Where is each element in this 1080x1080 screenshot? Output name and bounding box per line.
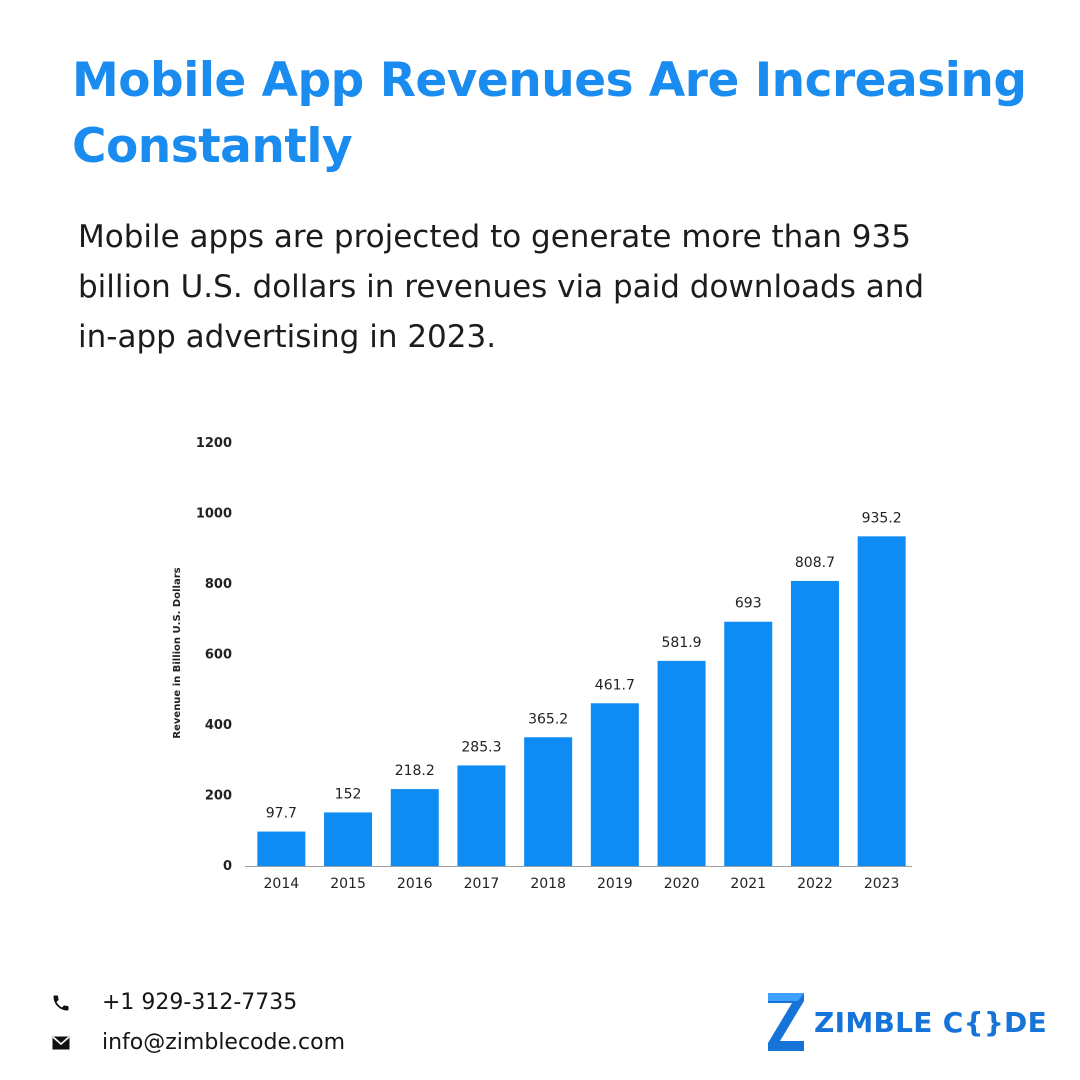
x-tick-label: 2018	[530, 876, 566, 892]
bar-2019	[590, 703, 639, 866]
x-tick-label: 2023	[864, 876, 900, 892]
bar-value-label: 285.3	[461, 739, 501, 755]
envelope-icon	[50, 1032, 72, 1054]
y-axis-ticks: 0 200 400 600 800 1000 1200	[196, 436, 232, 874]
email-address[interactable]: info@zimblecode.com	[102, 1030, 345, 1055]
x-tick-label: 2021	[730, 876, 766, 892]
bar-2021	[724, 621, 773, 866]
y-tick-label: 1200	[196, 436, 232, 451]
email-contact: info@zimblecode.com	[50, 1030, 345, 1055]
y-tick-label: 0	[223, 859, 232, 874]
phone-icon	[50, 992, 72, 1014]
bar-2017	[457, 765, 506, 866]
y-tick-label: 1000	[196, 507, 232, 522]
x-tick-label: 2015	[330, 876, 366, 892]
y-axis-label: Revenue in Billion U.S. Dollars	[172, 567, 183, 738]
phone-number[interactable]: +1 929-312-7735	[102, 990, 298, 1015]
bar-value-label: 808.7	[795, 555, 835, 571]
y-tick-label: 200	[205, 789, 232, 804]
bar-2014	[257, 831, 306, 866]
x-tick-label: 2014	[264, 876, 300, 892]
bar-value-label: 365.2	[528, 711, 568, 727]
zimble-z-logo-icon	[768, 993, 804, 1051]
x-tick-label: 2019	[597, 876, 633, 892]
bar-2020	[657, 660, 706, 866]
x-tick-label: 2020	[664, 876, 700, 892]
y-tick-label: 600	[205, 648, 232, 663]
bar-value-label: 218.2	[395, 763, 435, 779]
page-description: Mobile apps are projected to generate mo…	[78, 219, 925, 355]
bar-value-label: 152	[335, 786, 362, 802]
x-tick-label: 2017	[464, 876, 500, 892]
bar-2018	[524, 737, 573, 866]
bar-2016	[390, 789, 439, 866]
page-title: Mobile App Revenues Are Increasing Const…	[72, 53, 1027, 174]
bar-value-label: 935.2	[862, 510, 902, 526]
bar-2023	[857, 536, 906, 866]
bar-value-label: 693	[735, 596, 762, 612]
y-tick-label: 800	[205, 577, 232, 592]
value-labels: 97.7 152 218.2 285.3 365.2 461.7 581.9 693 808.7…	[266, 510, 902, 821]
bars	[257, 536, 906, 866]
bar-value-label: 461.7	[595, 677, 635, 693]
bar-value-label: 581.9	[662, 635, 702, 651]
phone-contact: +1 929-312-7735	[50, 990, 297, 1015]
brand-logo: ZIMBLE C{}DE	[764, 990, 1047, 1054]
bar-2015	[324, 812, 373, 866]
x-tick-label: 2016	[397, 876, 433, 892]
bar-2022	[790, 580, 839, 866]
brand-name: ZIMBLE C{}DE	[814, 1005, 1048, 1039]
x-tick-label: 2022	[797, 876, 833, 892]
bar-value-label: 97.7	[266, 806, 297, 822]
x-axis-ticks: 2014 2015 2016 2017 2018 2019 2020 2021 2022 2023	[264, 876, 900, 892]
y-tick-label: 400	[205, 718, 232, 733]
